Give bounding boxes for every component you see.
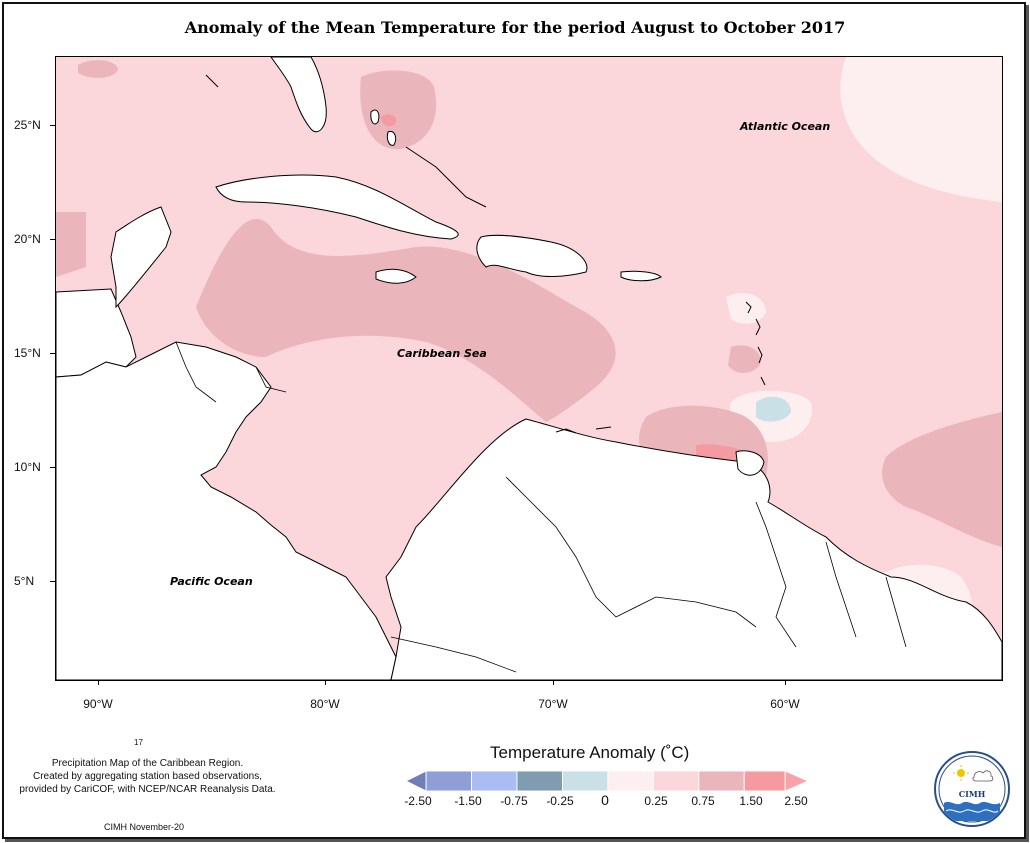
legend-label: 1.50: [739, 794, 763, 808]
legend-title: Temperature Anomaly (˚C): [490, 743, 690, 762]
lat-label-10n: 10°N: [14, 460, 41, 474]
cloud-icon: [972, 770, 994, 782]
logo-text: CIMH: [958, 789, 986, 799]
footer-line-2: Created by aggregating station based obs…: [32, 771, 263, 782]
lat-label-15n: 15°N: [14, 346, 41, 360]
sun-icon: [957, 769, 965, 777]
lon-label-60w: 60°W: [770, 697, 800, 711]
lon-tick: [98, 680, 99, 685]
lat-tick: [50, 353, 55, 354]
legend-label: 0: [601, 792, 609, 808]
lat-tick: [50, 125, 55, 126]
cimh-logo: CIMH: [934, 751, 1010, 827]
footer-number: 17: [134, 738, 143, 747]
lon-label-70w: 70°W: [538, 697, 568, 711]
lat-label-20n: 20°N: [14, 232, 41, 246]
legend-label: 0.75: [691, 794, 715, 808]
ocean-label-pacific: Pacific Ocean: [170, 575, 253, 588]
lon-label-90w: 90°W: [83, 697, 113, 711]
lat-label-25n: 25°N: [14, 118, 41, 132]
lon-tick: [325, 680, 326, 685]
anomaly-map: [56, 57, 1002, 680]
legend-label: -2.50: [404, 794, 432, 808]
legend-label: -0.25: [546, 794, 574, 808]
lon-tick: [553, 680, 554, 685]
ocean-label-atlantic: Atlantic Ocean: [740, 120, 831, 133]
lat-label-5n: 5°N: [14, 574, 35, 588]
lat-tick: [50, 467, 55, 468]
lat-tick: [50, 581, 55, 582]
legend-label: 0.25: [644, 794, 668, 808]
wave-icon: [944, 801, 1000, 821]
legend-colorbar: [405, 771, 810, 791]
footer-line-1: Precipitation Map of the Caribbean Regio…: [51, 758, 244, 769]
legend-label: 2.50: [784, 794, 808, 808]
legend-label: -0.75: [500, 794, 528, 808]
logo-emblem: [938, 755, 1006, 823]
footer-line-3: provided by CariCOF, with NCEP/NCAR Rean…: [19, 784, 276, 795]
map-title: Anomaly of the Mean Temperature for the …: [184, 18, 846, 37]
lon-tick: [785, 680, 786, 685]
map-panel: [55, 56, 1003, 681]
legend-label: -1.50: [454, 794, 482, 808]
ocean-label-caribbean: Caribbean Sea: [397, 347, 487, 360]
footer-credit: CIMH November-20: [104, 822, 185, 832]
lat-tick: [50, 239, 55, 240]
lon-label-80w: 80°W: [310, 697, 340, 711]
